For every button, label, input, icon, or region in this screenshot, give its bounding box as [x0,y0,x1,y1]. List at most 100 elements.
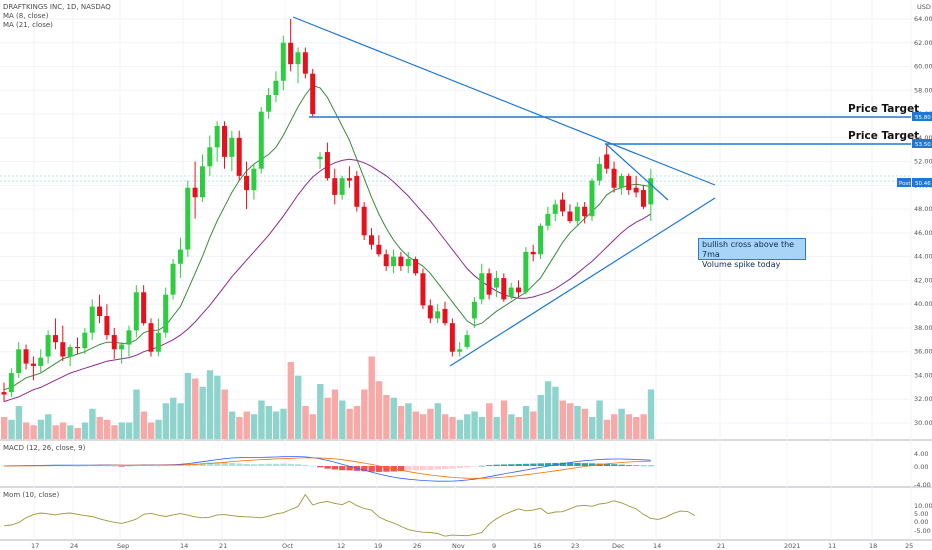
macd-hist-bar [640,465,647,467]
volume-bar [464,414,471,439]
candle-body [75,346,80,349]
macd-hist-bar [442,466,449,470]
volume-bar [331,389,339,439]
candle-body [302,52,308,74]
volume-bar [317,384,324,439]
macd-hist-bar [589,463,596,466]
volume-bar [397,406,405,439]
macd-hist-bar [339,466,346,471]
momentum-line [3,493,696,537]
volume-bar [280,408,287,439]
candle-body [229,137,235,157]
price-tick-label: 48.00 [914,205,932,213]
price-target-label-2: Price Target [848,130,919,142]
macd-hist-bar [493,464,500,466]
macd-hist-bar [552,462,559,466]
time-tick-label: Nov [452,542,465,550]
volume-bar [15,406,23,439]
time-tick-label: 16 [533,542,541,550]
time-tick-label: 9 [492,542,496,550]
macd-hist-bar [96,465,103,467]
volume-bar [243,411,250,439]
volume-bar [23,422,30,439]
candle-body [567,211,573,221]
volume-bar [59,422,67,439]
candle-body [633,187,639,193]
volume-bar [250,414,258,439]
lower-trendline[interactable] [449,197,716,367]
volume-bar [1,417,8,439]
volume-bar [574,406,581,439]
macd-hist-bar [368,466,375,472]
macd-hist-bar [214,462,221,466]
volume-bar [214,375,221,439]
volume-bar [375,381,383,439]
volume-bar [390,397,397,439]
price-tick-label: 38.00 [914,324,932,332]
macd-hist-bar [309,465,317,467]
short-trendline[interactable] [605,143,669,201]
time-tick-label: 25 [905,542,913,550]
volume-bar [596,400,603,439]
macd-hist-bar [456,466,464,468]
target-tag-2: 53.50 [915,142,931,148]
candle-body [155,332,161,352]
price-tick-label: 54.00 [914,134,932,142]
volume-bar [353,406,361,439]
volume-bar [471,411,478,439]
price-tick-label: 44.00 [914,253,932,261]
candle-body [310,73,316,115]
macd-hist-bar [280,463,287,466]
price-tick-label: 64.00 [914,15,932,23]
price-tick-label: 32.00 [914,395,932,403]
macd-hist-bar [111,466,118,467]
volume-bar [625,414,633,439]
macd-hist-bar [331,466,339,470]
macd-hist-bar [647,465,655,467]
macd-hist-bar [486,465,493,466]
post-tag-bg [897,178,911,187]
macd-hist-bar [118,466,125,467]
macd-axis: 4.00 0.00 -4.00 [914,450,931,489]
volume-bar [618,408,625,439]
price-tick-label: 62.00 [914,39,932,47]
volume-bar [74,428,81,439]
macd-hist-bar [170,465,177,466]
candle-body [471,301,477,319]
candle-body [266,95,272,112]
annotation-note[interactable]: bullish cross above the 7ma Volume spike… [698,238,806,269]
macd-pane [1,456,655,482]
time-tick-label: 2021 [784,542,801,550]
upper-trendline[interactable] [292,16,716,186]
volume-bar [302,406,309,439]
candle-body [295,52,301,65]
candle-body [618,175,624,188]
candle-body [133,292,139,331]
volume-bar [383,395,390,439]
note-line-1: bullish cross above the 7ma [702,240,795,259]
volume-bar [272,411,280,439]
candle-body [486,273,492,295]
candle-body [244,175,250,191]
volume-bar [442,414,449,439]
volume-bar [37,419,45,439]
volume-bar [486,403,493,439]
macd-line [3,456,651,482]
volume-bar [287,362,295,439]
macd-hist-bar [250,464,258,466]
volume-bar [456,419,464,439]
volume-bar [500,400,508,439]
volume-bar [581,408,589,439]
candlesticks [1,19,654,402]
macd-hist-bar [228,462,236,466]
candle-body [38,357,44,366]
volume-bar [184,373,192,439]
post-tag: Post [899,181,911,187]
macd-hist-bar [258,464,265,466]
candle-body [23,349,29,364]
macd-hist-bar [618,464,625,466]
candle-body [273,80,279,96]
candle-body [67,346,73,357]
candle-body [589,180,595,217]
